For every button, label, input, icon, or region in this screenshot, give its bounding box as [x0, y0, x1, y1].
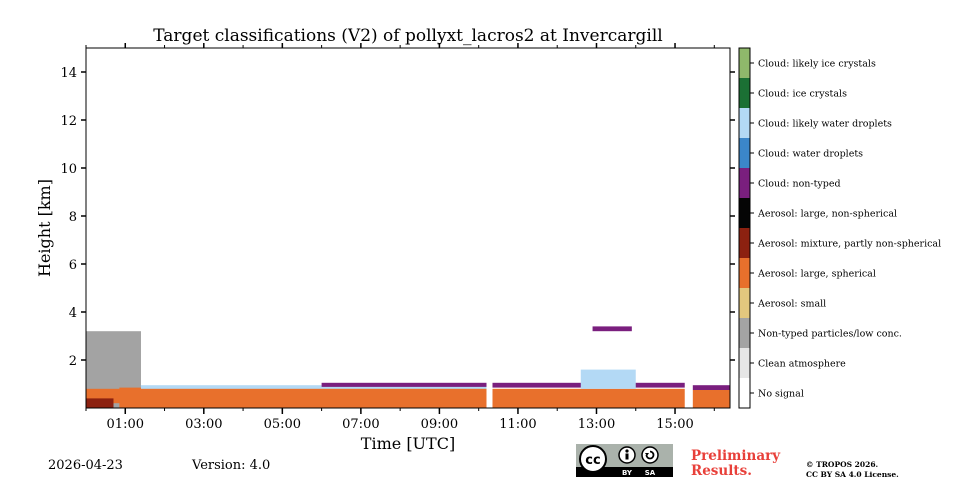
x-axis-label: Time [UTC] [361, 434, 455, 453]
colorbar-swatch-2 [739, 318, 750, 348]
class-layer-4 [140, 385, 487, 389]
class-layer-11 [692, 385, 730, 390]
x-tick-label: 15:00 [656, 417, 693, 432]
colorbar-swatch-5 [739, 228, 750, 258]
y-tick-label: 14 [60, 66, 77, 81]
colorbar-label: No signal [758, 389, 804, 400]
class-layer-2 [86, 398, 114, 408]
cc-by-sa-license-badge: cc BY SA [576, 444, 673, 477]
y-axis-label: Height [km] [35, 179, 54, 277]
cc-icon: cc [585, 453, 600, 468]
colorbar-frame [738, 47, 751, 409]
colorbar-label: Aerosol: large, non-spherical [757, 209, 897, 220]
colorbar-label: Aerosol: small [757, 299, 826, 310]
class-layer-9 [592, 326, 632, 332]
class-layer-8 [580, 369, 636, 389]
sa-share-icon [641, 446, 659, 464]
x-tick-label: 09:00 [421, 417, 458, 432]
colorbar-swatch-3 [739, 288, 750, 318]
x-tick-label: 13:00 [578, 417, 615, 432]
colorbar-label: Cloud: likely ice crystals [758, 59, 876, 70]
x-tick-label: 03:00 [185, 417, 222, 432]
class-layer-6 [492, 388, 685, 408]
x-tick-label: 01:00 [107, 417, 144, 432]
data-gap-1 [684, 48, 693, 408]
x-tick-label: 05:00 [264, 417, 301, 432]
colorbar-label: Cloud: non-typed [758, 179, 841, 190]
colorbar-label: Aerosol: mixture, partly non-spherical [757, 239, 941, 250]
preliminary-results-label: Preliminary Results. [691, 448, 781, 479]
date-label: 2026-04-23 [48, 458, 123, 473]
colorbar-swatch-7 [739, 168, 750, 198]
copyright-line-2: CC BY SA 4.0 License. [806, 470, 899, 479]
colorbar-swatch-9 [739, 108, 750, 138]
class-layer-5 [321, 382, 487, 387]
colorbar-label: Non-typed particles/low conc. [758, 329, 902, 340]
class-layer-10 [692, 390, 730, 408]
y-tick-label: 6 [69, 258, 77, 273]
colorbar-swatch-11 [739, 48, 750, 78]
colorbar-label: Cloud: water droplets [758, 149, 863, 160]
colorbar-swatch-6 [739, 198, 750, 228]
version-label: Version: 4.0 [192, 458, 271, 473]
x-tick-label: 11:00 [499, 417, 536, 432]
by-label: BY [622, 469, 633, 477]
colorbar-label: Clean atmosphere [758, 359, 846, 370]
class-layer-3 [119, 387, 487, 408]
copyright-notice: © TROPOS 2026. CC BY SA 4.0 License. [806, 460, 899, 480]
sa-label: SA [645, 469, 656, 477]
copyright-line-1: © TROPOS 2026. [806, 460, 879, 469]
y-tick-label: 12 [60, 114, 77, 129]
colorbar-label: Aerosol: large, spherical [757, 269, 876, 280]
colorbar-legend: No signal Clean atmosphere Non-typed parti… [738, 47, 941, 409]
colorbar-swatch-1 [739, 348, 750, 378]
x-tick-label: 07:00 [342, 417, 379, 432]
colorbar-swatch-8 [739, 138, 750, 168]
chart-title: Target classifications (V2) of pollyxt_l… [153, 26, 662, 46]
colorbar-label: Cloud: likely water droplets [758, 119, 892, 130]
y-tick-label: 10 [60, 162, 77, 177]
plot-background [86, 48, 730, 408]
colorbar-swatch-4 [739, 258, 750, 288]
data-gap-0 [486, 48, 493, 408]
colorbar-label: Cloud: ice crystals [758, 89, 847, 100]
y-tick-label: 8 [69, 210, 77, 225]
plot-area [86, 48, 730, 408]
colorbar-swatch-10 [739, 78, 750, 108]
axes: 01:00 03:00 05:00 07:00 09:00 11:00 13:00 15:00… [60, 43, 735, 432]
axes-frame [85, 47, 731, 409]
y-tick-label: 4 [69, 306, 77, 321]
colorbar-swatch-0 [739, 378, 750, 408]
y-tick-label: 2 [69, 354, 77, 369]
